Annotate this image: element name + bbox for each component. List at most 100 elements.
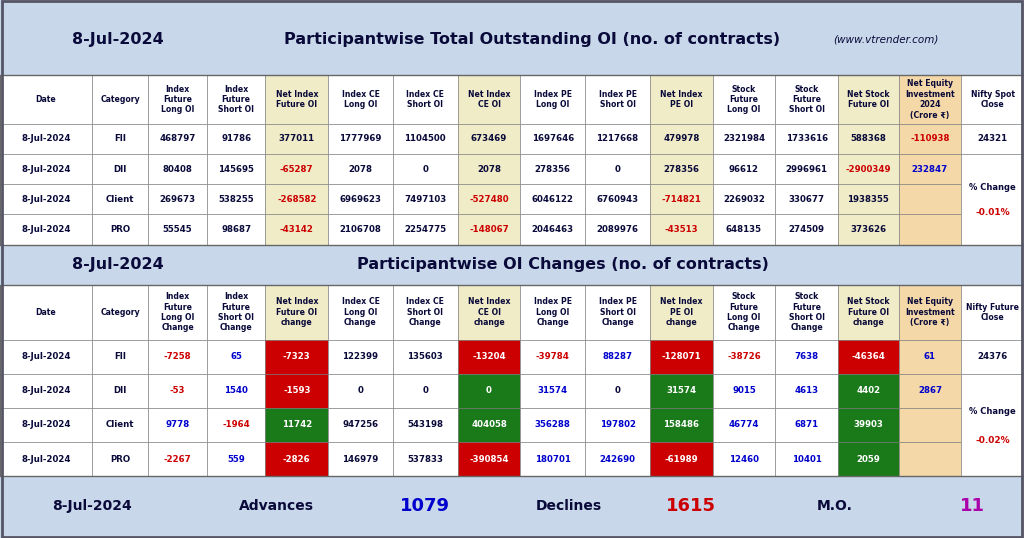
Text: 145695: 145695 [218,165,254,174]
Bar [148,285,207,339]
Bar [0,285,92,339]
Text: 65: 65 [230,352,242,361]
Text: Client: Client [105,195,134,204]
Bar [92,408,148,442]
Text: 588368: 588368 [850,134,886,143]
Bar [458,75,520,124]
Text: 31574: 31574 [538,386,568,395]
Bar [713,124,775,154]
Text: 1540: 1540 [224,386,248,395]
Text: 4613: 4613 [795,386,819,395]
Text: 6046122: 6046122 [531,195,573,204]
Text: Net Equity
Investment
2024
(Crore ₹): Net Equity Investment 2024 (Crore ₹) [905,80,954,119]
Text: -0.01%: -0.01% [975,208,1010,217]
Bar [328,184,393,215]
Bar [148,408,207,442]
Bar [650,75,713,124]
Bar [775,75,838,124]
Bar [838,215,899,245]
Bar [458,215,520,245]
Text: 80408: 80408 [163,165,193,174]
Text: 2059: 2059 [856,455,881,464]
Text: Stock
Future
Short OI
Change: Stock Future Short OI Change [788,292,824,332]
Bar [207,285,265,339]
Text: Net Index
PE OI: Net Index PE OI [660,90,702,109]
Bar [838,154,899,184]
Bar [92,442,148,476]
Bar [148,124,207,154]
Text: Nifty Spot
Close: Nifty Spot Close [971,90,1015,109]
Text: FII: FII [114,134,126,143]
Bar [393,184,458,215]
Bar [962,75,1024,124]
Text: Index
Future
Short OI
Change: Index Future Short OI Change [218,292,254,332]
Text: -128071: -128071 [662,352,701,361]
Bar [328,75,393,124]
Text: 538255: 538255 [218,195,254,204]
Bar [520,184,585,215]
Text: 2321984: 2321984 [723,134,765,143]
Text: % Change: % Change [970,183,1016,192]
Bar [585,215,650,245]
Bar [899,408,962,442]
Bar [775,339,838,374]
Text: Index
Future
Long OI: Index Future Long OI [161,84,195,115]
Text: 242690: 242690 [599,455,636,464]
Text: Declines: Declines [536,499,601,513]
Text: PRO: PRO [111,455,130,464]
Bar [92,339,148,374]
Text: 1079: 1079 [400,497,450,515]
Text: % Change: % Change [970,407,1016,416]
Text: 55545: 55545 [163,225,193,234]
Bar [207,408,265,442]
Bar [0,215,92,245]
Bar [520,374,585,408]
Text: -38726: -38726 [727,352,761,361]
Text: -53: -53 [170,386,185,395]
Text: -46364: -46364 [851,352,885,361]
Text: -1964: -1964 [222,420,250,429]
Text: 648135: 648135 [726,225,762,234]
Text: Client: Client [105,420,134,429]
Bar [92,184,148,215]
Bar [899,75,962,124]
Bar [585,442,650,476]
Text: 673469: 673469 [471,134,507,143]
Text: 8-Jul-2024: 8-Jul-2024 [22,195,71,204]
Text: Category: Category [100,308,140,317]
Bar [585,124,650,154]
Text: 8-Jul-2024: 8-Jul-2024 [52,499,132,513]
Bar [458,374,520,408]
Bar [207,442,265,476]
Bar [650,215,713,245]
Text: Stock
Future
Long OI: Stock Future Long OI [727,84,761,115]
Text: FII: FII [114,352,126,361]
Text: -268582: -268582 [278,195,316,204]
Text: 8-Jul-2024: 8-Jul-2024 [22,134,71,143]
Text: 98687: 98687 [221,225,251,234]
Bar [148,184,207,215]
Bar [775,124,838,154]
Text: 537833: 537833 [408,455,443,464]
Bar [0,124,92,154]
Text: 947256: 947256 [342,420,379,429]
Bar [0,75,92,124]
Text: Index CE
Short OI: Index CE Short OI [407,90,444,109]
Text: 9778: 9778 [166,420,189,429]
Text: -43142: -43142 [280,225,313,234]
Text: 2089976: 2089976 [597,225,639,234]
Text: 0: 0 [486,386,492,395]
Text: 0: 0 [614,165,621,174]
Bar [92,124,148,154]
Text: 135603: 135603 [408,352,443,361]
Text: Index
Future
Short OI: Index Future Short OI [218,84,254,115]
Bar [148,339,207,374]
Text: 39903: 39903 [853,420,884,429]
Text: 2254775: 2254775 [404,225,446,234]
Bar [148,442,207,476]
Bar [265,75,328,124]
Bar [962,285,1024,339]
Text: 2996961: 2996961 [785,165,827,174]
Bar [713,184,775,215]
Text: 8-Jul-2024: 8-Jul-2024 [72,32,164,47]
